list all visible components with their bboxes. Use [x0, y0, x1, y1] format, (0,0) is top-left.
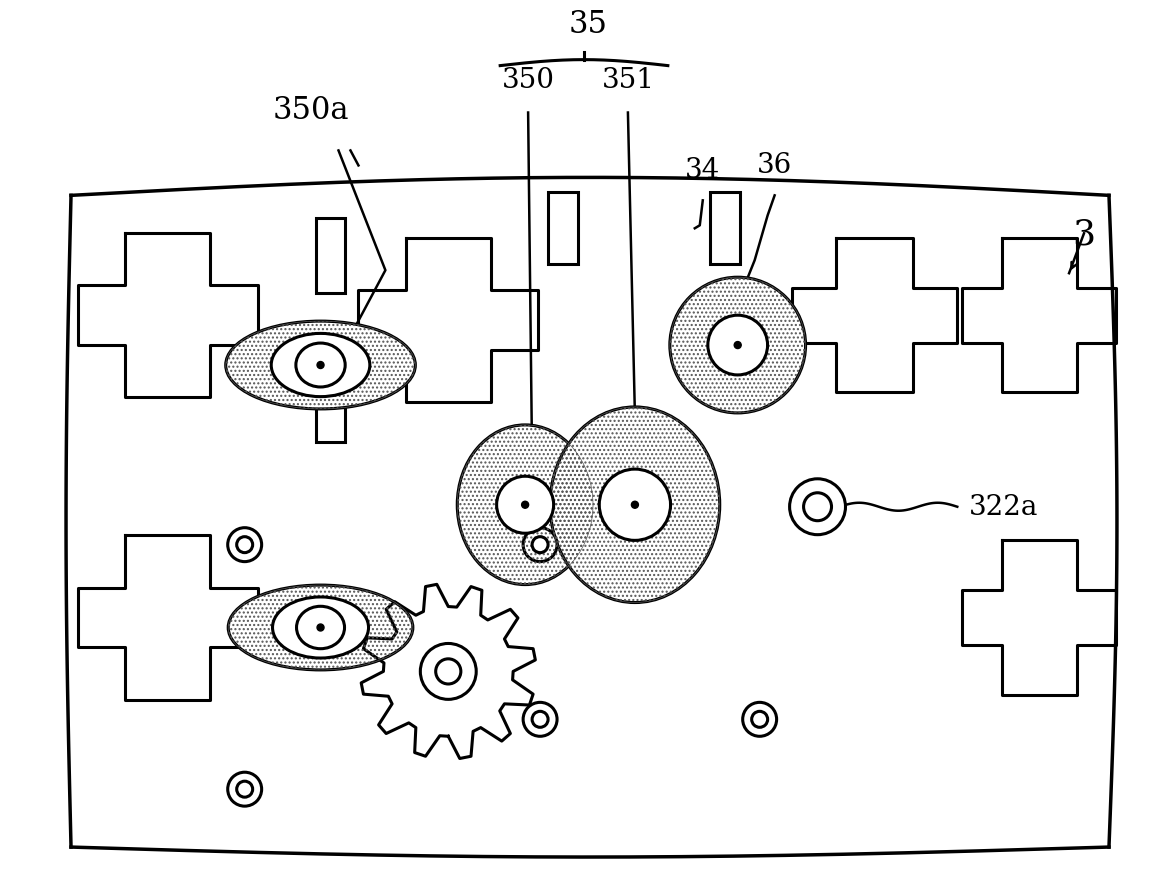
Text: 350: 350 — [502, 67, 555, 93]
Circle shape — [318, 624, 325, 631]
Circle shape — [734, 342, 741, 349]
Ellipse shape — [550, 407, 720, 603]
Ellipse shape — [226, 321, 415, 409]
Ellipse shape — [228, 586, 413, 670]
Text: 35: 35 — [568, 9, 608, 40]
Bar — [315, 219, 346, 293]
Circle shape — [420, 644, 476, 700]
Circle shape — [708, 316, 768, 376]
Circle shape — [228, 528, 261, 562]
Text: 351: 351 — [601, 67, 654, 93]
Text: 34: 34 — [686, 157, 721, 184]
Circle shape — [228, 773, 261, 806]
Bar — [710, 193, 740, 265]
Circle shape — [236, 537, 253, 553]
Circle shape — [789, 479, 846, 535]
Circle shape — [318, 362, 325, 369]
Circle shape — [743, 702, 776, 737]
Circle shape — [532, 711, 548, 728]
Circle shape — [751, 711, 768, 728]
Text: 322a: 322a — [969, 493, 1038, 521]
Ellipse shape — [296, 607, 345, 649]
Circle shape — [532, 537, 548, 553]
Circle shape — [600, 470, 670, 541]
Circle shape — [523, 528, 557, 562]
Circle shape — [632, 501, 639, 508]
Text: 350a: 350a — [273, 96, 349, 126]
Ellipse shape — [272, 334, 369, 397]
Ellipse shape — [273, 597, 368, 658]
Circle shape — [670, 277, 806, 414]
Bar — [548, 193, 579, 265]
Circle shape — [236, 781, 253, 797]
Text: 36: 36 — [757, 152, 793, 179]
Ellipse shape — [457, 426, 593, 585]
Bar — [315, 368, 346, 443]
Circle shape — [522, 501, 529, 508]
Circle shape — [496, 477, 554, 534]
Text: 3: 3 — [1073, 217, 1096, 251]
Circle shape — [523, 702, 557, 737]
Circle shape — [803, 493, 831, 522]
Circle shape — [435, 659, 461, 684]
Ellipse shape — [296, 343, 346, 387]
